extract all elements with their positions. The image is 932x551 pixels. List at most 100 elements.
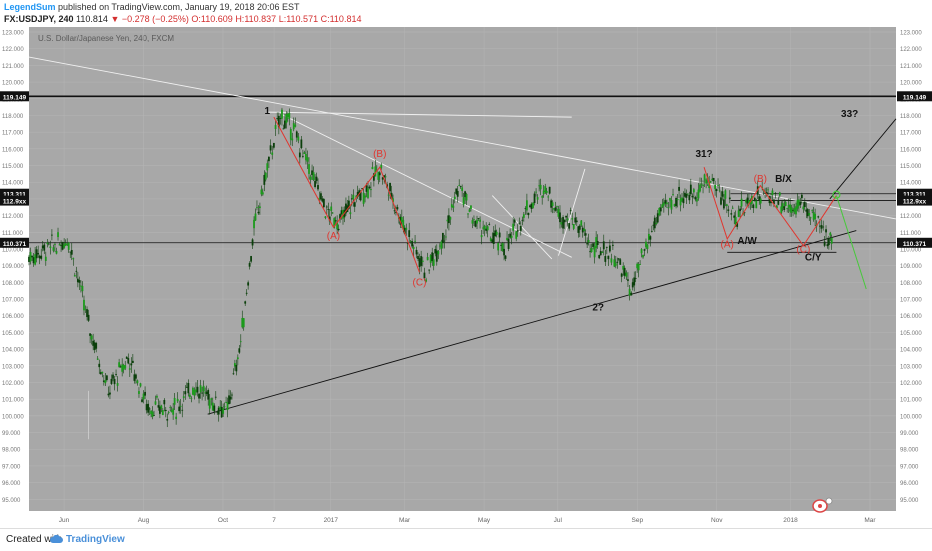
candle-body bbox=[99, 372, 102, 375]
candle-body bbox=[113, 378, 116, 385]
candle-body bbox=[689, 184, 692, 195]
candle-body bbox=[604, 256, 607, 262]
candle-body bbox=[269, 145, 272, 151]
candle-body bbox=[232, 373, 235, 375]
time-axis: Jun Aug Oct 7 2017 Mar May Jul Sep Nov 2018 Mar bbox=[59, 517, 877, 524]
candle-body bbox=[450, 204, 453, 208]
y-tick-label-right: 98.000 bbox=[900, 448, 919, 454]
grid-lines bbox=[29, 27, 896, 511]
candle-body bbox=[163, 399, 166, 405]
candle-body bbox=[542, 190, 545, 195]
candle-body bbox=[686, 193, 689, 195]
candle-body bbox=[204, 392, 207, 394]
candle-body bbox=[57, 232, 59, 238]
candle-body bbox=[501, 243, 504, 252]
candle-body bbox=[93, 342, 96, 350]
candle-body bbox=[619, 259, 622, 265]
candle-body bbox=[78, 280, 81, 283]
candle-body bbox=[142, 393, 145, 400]
author-name[interactable]: LegendSum bbox=[4, 2, 56, 12]
white-trend-line bbox=[491, 195, 553, 260]
candle-body bbox=[365, 185, 368, 192]
candle-body bbox=[544, 186, 547, 192]
chart-area[interactable]: U.S. Dollar/Japanese Yen, 240, FXCM 123.… bbox=[0, 27, 932, 525]
y-tick-label-right: 117.000 bbox=[900, 131, 922, 137]
price-tag-box bbox=[897, 188, 932, 199]
candle-body bbox=[396, 207, 399, 210]
candle-body bbox=[705, 179, 708, 184]
candle-body bbox=[220, 406, 223, 418]
candle-body bbox=[161, 410, 164, 416]
candle-body bbox=[60, 245, 62, 247]
candle-body bbox=[327, 208, 330, 210]
candle-body bbox=[814, 213, 817, 220]
candle-body bbox=[387, 194, 390, 196]
wave-label: 33? bbox=[841, 109, 858, 120]
candle-body bbox=[724, 190, 727, 199]
candle-body bbox=[616, 261, 619, 263]
publish-line: LegendSum published on TradingView.com, … bbox=[4, 2, 300, 12]
candle-body bbox=[666, 202, 668, 205]
candle-body bbox=[352, 194, 355, 200]
y-tick-label-right: 109.000 bbox=[900, 264, 922, 270]
candle-body bbox=[160, 405, 163, 409]
candle-body bbox=[109, 392, 111, 395]
price-tag-label: 113.311 bbox=[903, 192, 926, 199]
candle-body bbox=[662, 202, 665, 206]
candle-body bbox=[536, 197, 539, 200]
candle-body bbox=[377, 171, 380, 180]
candle-body bbox=[181, 409, 184, 411]
candle-body bbox=[477, 218, 480, 219]
candle-body bbox=[435, 250, 438, 262]
candle-body bbox=[568, 223, 571, 229]
y-tick-label-left: 108.000 bbox=[2, 281, 24, 287]
candle-body bbox=[569, 210, 572, 212]
y-tick-label-left: 100.000 bbox=[2, 414, 24, 420]
candle-body bbox=[144, 391, 146, 396]
tradingview-brand[interactable]: TradingView bbox=[66, 534, 125, 545]
candle-body bbox=[312, 172, 315, 180]
candle-body bbox=[743, 212, 746, 214]
candle-body bbox=[222, 408, 225, 414]
candle-body bbox=[205, 391, 208, 394]
candle-body bbox=[390, 192, 393, 200]
candle-body bbox=[648, 233, 650, 240]
candle-body bbox=[643, 249, 646, 251]
candle-body bbox=[285, 114, 288, 124]
candle-body bbox=[211, 402, 214, 411]
candle-body bbox=[297, 136, 300, 141]
x-tick-label: Jul bbox=[554, 517, 563, 524]
candle-body bbox=[675, 197, 677, 207]
candle-body bbox=[476, 219, 478, 224]
candle-body bbox=[437, 251, 440, 255]
candle-body bbox=[229, 396, 232, 400]
candle-body bbox=[63, 244, 66, 248]
candle-body bbox=[655, 222, 658, 224]
candle-body bbox=[820, 225, 823, 229]
candle-body bbox=[320, 193, 322, 200]
candle-body bbox=[187, 382, 190, 394]
candle-body bbox=[96, 358, 99, 360]
chart-title: U.S. Dollar/Japanese Yen, 240, FXCM bbox=[38, 34, 174, 43]
candle-body bbox=[809, 217, 812, 219]
price-chart[interactable]: U.S. Dollar/Japanese Yen, 240, FXCM 123.… bbox=[0, 27, 932, 525]
candle-body bbox=[759, 198, 762, 204]
candle-body bbox=[166, 419, 169, 421]
candle-body bbox=[830, 237, 833, 244]
candle-body bbox=[170, 410, 173, 412]
candle-body bbox=[408, 230, 411, 237]
candle-body bbox=[825, 229, 827, 233]
candle-body bbox=[90, 335, 93, 340]
high-value: H:110.837 bbox=[235, 14, 277, 24]
candle-body bbox=[368, 186, 371, 189]
candle-body bbox=[470, 205, 472, 209]
candle-body bbox=[787, 204, 790, 208]
candle-body bbox=[214, 396, 217, 398]
y-tick-label-right: 101.000 bbox=[900, 398, 922, 404]
candle-body bbox=[563, 219, 566, 223]
candle-body bbox=[331, 212, 334, 214]
y-tick-label-left: 122.000 bbox=[2, 47, 24, 53]
candle-body bbox=[796, 199, 799, 209]
candle-body bbox=[127, 358, 130, 364]
candle-body bbox=[104, 380, 107, 384]
